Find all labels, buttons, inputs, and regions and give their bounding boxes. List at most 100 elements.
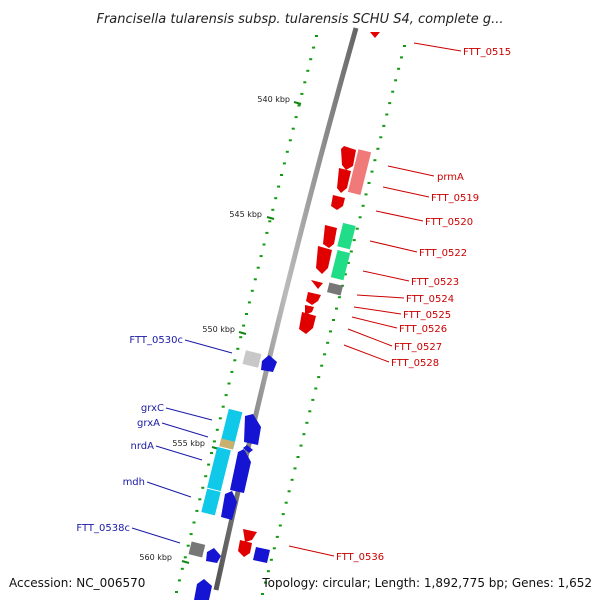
tick-dot xyxy=(277,185,281,188)
gene-mdh[interactable] xyxy=(221,491,237,520)
gene-prma[interactable] xyxy=(341,146,356,170)
label-ftt0522[interactable]: FTT_0522 xyxy=(419,248,467,259)
label-grxc[interactable]: grxC xyxy=(141,403,164,414)
tick-dot xyxy=(343,273,347,276)
tick-dot xyxy=(189,533,193,536)
label-ftt0524[interactable]: FTT_0524 xyxy=(406,294,454,305)
tick-dot xyxy=(239,336,243,339)
gene-ftt0536-blue[interactable] xyxy=(253,547,270,563)
tick-dot xyxy=(309,58,313,61)
label-connectors-right xyxy=(288,42,462,557)
scale-ticks xyxy=(181,101,302,564)
tick-dot xyxy=(300,92,304,95)
accession-text: Accession: NC_006570 xyxy=(9,576,145,590)
tick-dot xyxy=(355,227,359,230)
gene-ftt0520[interactable] xyxy=(331,195,345,210)
tick-dot xyxy=(183,556,187,559)
map-title: Francisella tularensis subsp. tularensis… xyxy=(96,12,503,27)
label-ftt0523[interactable]: FTT_0523 xyxy=(411,277,459,288)
tick-dot xyxy=(224,394,228,397)
gene-nrda-cyan[interactable] xyxy=(207,446,231,492)
label-ftt0536[interactable]: FTT_0536 xyxy=(336,552,384,563)
gene-ftt0527[interactable] xyxy=(299,312,316,334)
tick-dot xyxy=(275,535,279,538)
label-prma[interactable]: prmA xyxy=(437,172,464,183)
tick-dot xyxy=(364,193,368,196)
tick-dot xyxy=(308,410,312,413)
label-ftt0515[interactable]: FTT_0515 xyxy=(463,47,511,58)
tick-dot xyxy=(278,524,282,527)
gene-ftt0522[interactable] xyxy=(323,225,337,248)
label-ftt0519[interactable]: FTT_0519 xyxy=(431,193,479,204)
gene-ftt0525[interactable] xyxy=(306,292,321,305)
tick-dot xyxy=(294,116,298,119)
tick-dot xyxy=(201,486,205,489)
gene-nrda[interactable] xyxy=(230,449,251,493)
tick-dot xyxy=(230,370,234,373)
tick-dot xyxy=(271,208,275,211)
tick-dot xyxy=(397,67,401,70)
gene-ftt0530c[interactable] xyxy=(261,355,277,372)
label-grxa[interactable]: grxA xyxy=(137,418,160,429)
gene-ftt0524[interactable] xyxy=(311,280,323,289)
tick-dot xyxy=(332,319,335,321)
label-ftt0538c[interactable]: FTT_0538c xyxy=(76,523,130,534)
label-ftt0530c[interactable]: FTT_0530c xyxy=(129,335,183,346)
gene-ftt0538c[interactable] xyxy=(206,548,221,563)
gene-ftt0530c-grey[interactable] xyxy=(242,350,262,368)
tick-dot xyxy=(285,150,289,153)
gene-bottom-blue[interactable] xyxy=(194,579,212,600)
tick-dot xyxy=(284,501,288,504)
gene-ftt0519[interactable] xyxy=(337,168,351,193)
gene-ftt0536-a[interactable] xyxy=(243,529,257,542)
gene-ftt0523[interactable] xyxy=(316,246,332,274)
scale-label-550: 550 kbp xyxy=(202,325,235,334)
tick-dot xyxy=(379,136,383,139)
gene-ftt0522-green[interactable] xyxy=(337,222,356,250)
label-ftt0526[interactable]: FTT_0526 xyxy=(399,324,447,335)
tick-dot xyxy=(317,376,321,379)
gene-mdh-cyan[interactable] xyxy=(201,488,221,516)
outer-tick-dots-left xyxy=(175,35,318,593)
tick-dot xyxy=(320,364,324,367)
gene-grxc-cyan[interactable] xyxy=(219,408,243,450)
gene-prma-rrna-block[interactable] xyxy=(347,149,372,196)
label-nrda[interactable]: nrdA xyxy=(131,441,155,452)
gene-grxa[interactable] xyxy=(243,445,253,453)
gene-grxc[interactable] xyxy=(244,414,261,445)
tick-dot xyxy=(306,69,310,72)
gene-ftt0536-b[interactable] xyxy=(238,540,252,557)
label-mdh[interactable]: mdh xyxy=(123,477,145,488)
tick-dot xyxy=(312,46,316,49)
tick-dot xyxy=(385,113,389,116)
tick-dot xyxy=(210,452,213,454)
label-ftt0520[interactable]: FTT_0520 xyxy=(425,217,473,228)
label-ftt0528[interactable]: FTT_0528 xyxy=(391,358,439,369)
label-connectors-left xyxy=(131,339,233,544)
tick-dot xyxy=(400,56,403,59)
tick-dot xyxy=(296,456,300,458)
tick-dot xyxy=(272,547,276,550)
label-ftt0527[interactable]: FTT_0527 xyxy=(394,342,442,353)
tick-dot xyxy=(245,313,248,315)
tick-dot xyxy=(221,405,225,408)
outer-tick-dots-right xyxy=(261,45,406,595)
tick-dot xyxy=(297,104,301,107)
tick-dot xyxy=(253,278,257,281)
label-ftt0525[interactable]: FTT_0525 xyxy=(403,310,451,321)
gene-ftt0515[interactable] xyxy=(370,32,380,38)
tick-dot xyxy=(367,182,371,184)
tick-dot xyxy=(394,79,398,82)
tick-dot xyxy=(326,341,330,344)
gene-ftt0538c-grey[interactable] xyxy=(188,541,206,558)
tick-dot xyxy=(349,250,353,253)
gene-ftt0526[interactable] xyxy=(305,305,314,315)
tick-dot xyxy=(264,581,267,584)
gene-ftt0523-green[interactable] xyxy=(330,249,351,281)
tick-dot xyxy=(218,417,222,420)
gene-grxa-tan[interactable] xyxy=(219,438,235,450)
gene-ftt0524-grey[interactable] xyxy=(326,282,344,296)
tick-dot xyxy=(180,567,184,570)
tick-dot xyxy=(361,204,365,207)
